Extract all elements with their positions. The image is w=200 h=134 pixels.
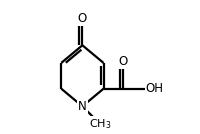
Text: OH: OH: [146, 82, 164, 95]
Text: O: O: [118, 55, 128, 68]
Text: N: N: [78, 100, 87, 113]
Text: O: O: [78, 12, 87, 25]
Text: CH$_3$: CH$_3$: [89, 117, 111, 131]
